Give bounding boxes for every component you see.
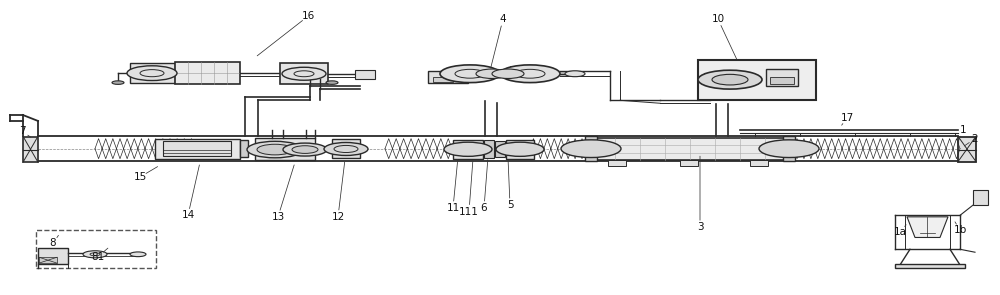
Text: 5: 5 (507, 200, 513, 210)
Bar (958, 137, 976, 162)
Bar (240, 140, 248, 157)
Text: 1a: 1a (894, 227, 906, 237)
Bar (704, 73, 724, 85)
Text: 11: 11 (446, 203, 460, 213)
Bar (770, 77, 794, 84)
Text: 1b: 1b (953, 225, 967, 235)
Bar (506, 140, 534, 159)
Circle shape (712, 74, 748, 85)
Circle shape (476, 69, 508, 78)
Text: 14: 14 (181, 210, 195, 220)
Bar (36, 230, 156, 268)
Circle shape (257, 144, 293, 155)
Bar (332, 139, 360, 158)
Circle shape (759, 140, 819, 158)
Circle shape (698, 70, 762, 89)
Polygon shape (907, 217, 948, 237)
Circle shape (326, 81, 338, 84)
Text: 1: 1 (960, 125, 966, 135)
Text: 13: 13 (271, 212, 285, 222)
Bar (510, 66, 520, 69)
Circle shape (324, 142, 368, 155)
Bar (155, 139, 240, 159)
Bar (175, 62, 240, 84)
Bar (23, 137, 38, 162)
Circle shape (130, 252, 146, 257)
Circle shape (444, 142, 492, 156)
Circle shape (565, 71, 585, 77)
Bar (608, 160, 626, 166)
Bar (895, 264, 965, 268)
Bar (680, 160, 698, 166)
Circle shape (127, 66, 177, 81)
Text: 2: 2 (972, 134, 978, 144)
Bar (478, 66, 488, 69)
Bar (280, 63, 328, 84)
Circle shape (282, 67, 326, 80)
Bar (255, 138, 315, 160)
Bar (590, 138, 785, 160)
Text: 81: 81 (91, 252, 105, 262)
Circle shape (561, 140, 621, 158)
Bar (38, 248, 68, 264)
Bar (973, 190, 988, 205)
Text: 3: 3 (697, 222, 703, 232)
Bar (750, 160, 768, 166)
Text: 7: 7 (19, 126, 25, 136)
Bar (39, 257, 57, 263)
Circle shape (247, 141, 303, 158)
Circle shape (83, 251, 107, 258)
Bar (495, 141, 505, 157)
Bar (428, 71, 468, 83)
Bar (453, 140, 483, 159)
Bar (433, 77, 453, 82)
Circle shape (283, 143, 327, 156)
Bar (163, 141, 231, 156)
Bar (585, 136, 597, 161)
Text: 15: 15 (133, 172, 147, 182)
Bar (130, 63, 175, 83)
Text: 111: 111 (459, 206, 479, 217)
Bar (355, 70, 375, 79)
Circle shape (292, 146, 318, 153)
Text: 10: 10 (711, 14, 725, 24)
Circle shape (492, 69, 524, 78)
Bar (698, 60, 816, 100)
Text: 4: 4 (500, 14, 506, 24)
Circle shape (440, 65, 500, 83)
Text: 8: 8 (50, 238, 56, 248)
Bar (766, 69, 798, 86)
Bar (484, 140, 494, 158)
Bar (783, 136, 795, 161)
Text: 12: 12 (331, 212, 345, 222)
Circle shape (496, 142, 544, 156)
Text: 6: 6 (481, 203, 487, 213)
Circle shape (500, 65, 560, 83)
Text: 16: 16 (301, 11, 315, 21)
Text: 17: 17 (840, 113, 854, 123)
Circle shape (112, 81, 124, 84)
